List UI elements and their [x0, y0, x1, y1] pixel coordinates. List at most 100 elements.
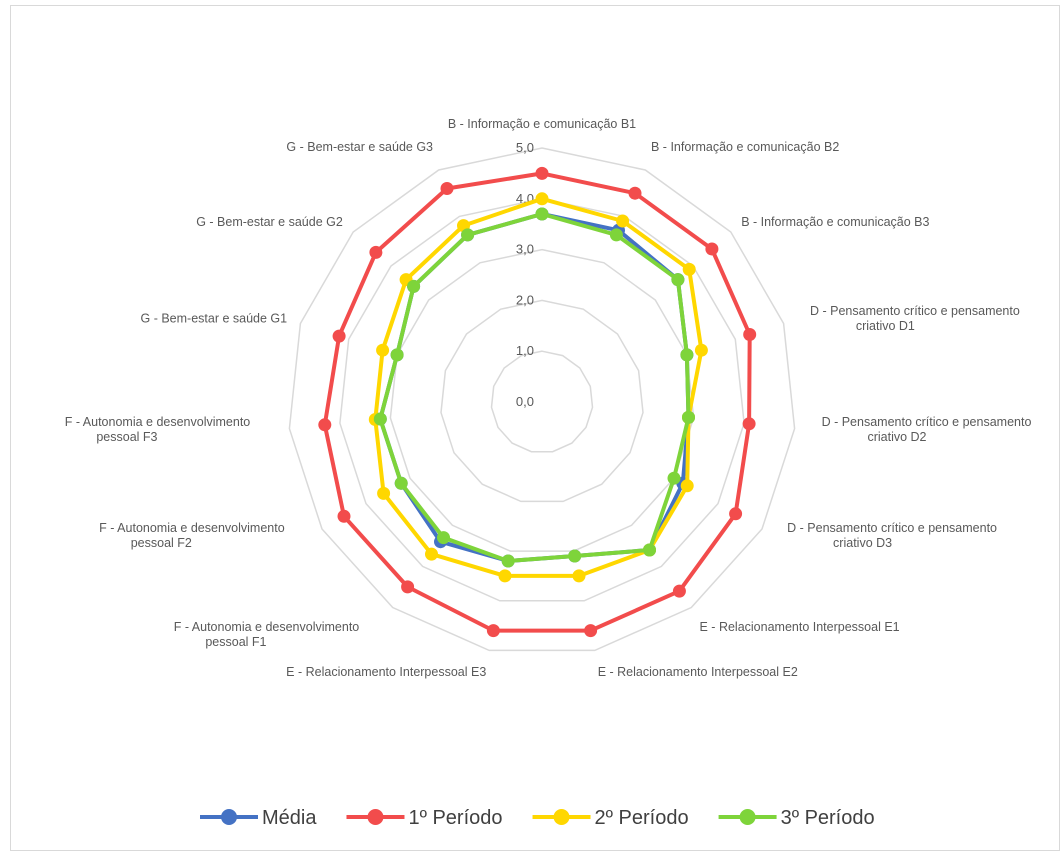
- data-point: [628, 186, 642, 200]
- series-plot-area: [318, 166, 757, 638]
- data-point: [616, 214, 630, 228]
- category-label: F - Autonomia e desenvolvimento pessoal F…: [99, 521, 285, 550]
- category-labels: B - Informação e comunicação B1 B - Infor…: [65, 117, 1032, 679]
- legend-label: 3º Período: [781, 807, 875, 829]
- radial-axis-ticks: 0,01,02,03,04,05,0: [516, 140, 534, 409]
- grid-ring-1: [490, 350, 594, 453]
- grid-ring-3: [389, 248, 695, 552]
- data-point: [437, 531, 450, 545]
- category-label: G - Bem-estar e saúde G1: [141, 312, 288, 326]
- category-label: B - Informação e comunicação B2: [651, 140, 839, 154]
- data-point: [584, 624, 598, 638]
- data-point: [394, 476, 408, 490]
- data-point: [440, 182, 454, 195]
- series-4: [373, 207, 695, 568]
- category-label-line: F - Autonomia e desenvolvimento: [65, 415, 251, 429]
- category-label-line: B - Informação e comunicação B1: [448, 117, 636, 131]
- category-label-line: F - Autonomia e desenvolvimento: [174, 620, 360, 634]
- data-point: [729, 507, 743, 521]
- chart-frame: [10, 5, 1060, 851]
- category-label: E - Relacionamento Interpessoal E1: [700, 620, 900, 634]
- category-label-line: D - Pensamento crítico e pensamento: [822, 415, 1032, 429]
- category-label-line: F - Autonomia e desenvolvimento: [99, 521, 285, 535]
- data-point: [377, 486, 391, 500]
- data-point: [694, 343, 708, 357]
- data-point: [535, 207, 549, 221]
- category-label-line: criativo D3: [833, 536, 892, 550]
- category-label: B - Informação e comunicação B1: [448, 117, 636, 131]
- data-point: [667, 471, 681, 485]
- data-point: [743, 328, 757, 341]
- tick-label: 5,0: [516, 140, 534, 155]
- data-point: [643, 543, 656, 557]
- category-label: E - Relacionamento Interpessoal E2: [598, 665, 798, 679]
- data-point: [568, 549, 582, 563]
- legend-item-1: Média: [200, 807, 317, 829]
- legend-item-3: 2º Período: [532, 807, 689, 829]
- data-point: [373, 412, 387, 426]
- data-point: [390, 348, 404, 362]
- category-label: D - Pensamento crítico e pensamento criat…: [787, 521, 997, 550]
- legend: Média 1º Período 2º Período 3º Período: [200, 807, 875, 829]
- category-label-line: B - Informação e comunicação B2: [651, 140, 839, 154]
- legend-label: 2º Período: [595, 807, 689, 829]
- data-point: [682, 262, 696, 276]
- tick-label: 0,0: [516, 394, 534, 409]
- data-point: [461, 228, 475, 242]
- category-label-line: E - Relacionamento Interpessoal E2: [598, 665, 798, 679]
- category-label-line: criativo D2: [867, 430, 926, 444]
- tick-label: 2,0: [516, 292, 534, 307]
- radar-grid: [288, 147, 796, 652]
- legend-marker: [367, 809, 384, 825]
- category-label-line: G - Bem-estar e saúde G1: [141, 312, 288, 326]
- data-point: [318, 418, 332, 432]
- tick-label: 3,0: [516, 242, 534, 257]
- series-line: [322, 171, 752, 633]
- data-point: [332, 329, 346, 343]
- series-line: [378, 212, 691, 563]
- category-label: G - Bem-estar e saúde G3: [286, 140, 433, 154]
- data-point: [680, 479, 694, 493]
- category-label-line: pessoal F2: [131, 536, 192, 550]
- category-label: D - Pensamento crítico e pensamento criat…: [810, 304, 1020, 333]
- grid-ring-5: [288, 147, 796, 652]
- data-point: [337, 509, 351, 523]
- data-point: [535, 192, 549, 206]
- data-point: [682, 410, 695, 424]
- data-point: [672, 584, 686, 598]
- grid-ring-4: [339, 198, 745, 602]
- data-point: [609, 228, 623, 242]
- data-point: [376, 343, 390, 357]
- data-point: [671, 273, 685, 287]
- data-point: [742, 417, 756, 431]
- grid-ring-2: [440, 299, 644, 503]
- series-line: [373, 196, 704, 578]
- category-label-line: D - Pensamento crítico e pensamento: [787, 521, 997, 535]
- series-line: [378, 212, 691, 563]
- data-point: [369, 245, 383, 259]
- data-point: [401, 580, 415, 594]
- data-point: [498, 569, 512, 583]
- category-label-line: pessoal F1: [205, 635, 266, 649]
- data-point: [572, 569, 586, 583]
- series-1: [373, 207, 695, 568]
- category-label-line: D - Pensamento crítico e pensamento: [810, 304, 1020, 318]
- category-label: G - Bem-estar e saúde G2: [196, 215, 343, 229]
- legend-item-2: 1º Período: [346, 807, 503, 829]
- category-label: F - Autonomia e desenvolvimento pessoal F…: [65, 415, 251, 444]
- category-label-line: E - Relacionamento Interpessoal E3: [286, 665, 486, 679]
- data-point: [486, 624, 500, 638]
- legend-label: Média: [262, 807, 317, 829]
- data-point: [535, 166, 549, 180]
- category-label: D - Pensamento crítico e pensamento criat…: [822, 415, 1032, 444]
- category-label-line: E - Relacionamento Interpessoal E1: [700, 620, 900, 634]
- data-point: [425, 547, 438, 561]
- legend-marker: [553, 809, 570, 825]
- category-label-line: criativo D1: [856, 319, 915, 333]
- category-label-line: pessoal F3: [96, 430, 157, 444]
- legend-marker: [739, 809, 756, 825]
- data-point: [407, 279, 421, 293]
- series-2: [318, 166, 757, 638]
- category-label-line: G - Bem-estar e saúde G2: [196, 215, 343, 229]
